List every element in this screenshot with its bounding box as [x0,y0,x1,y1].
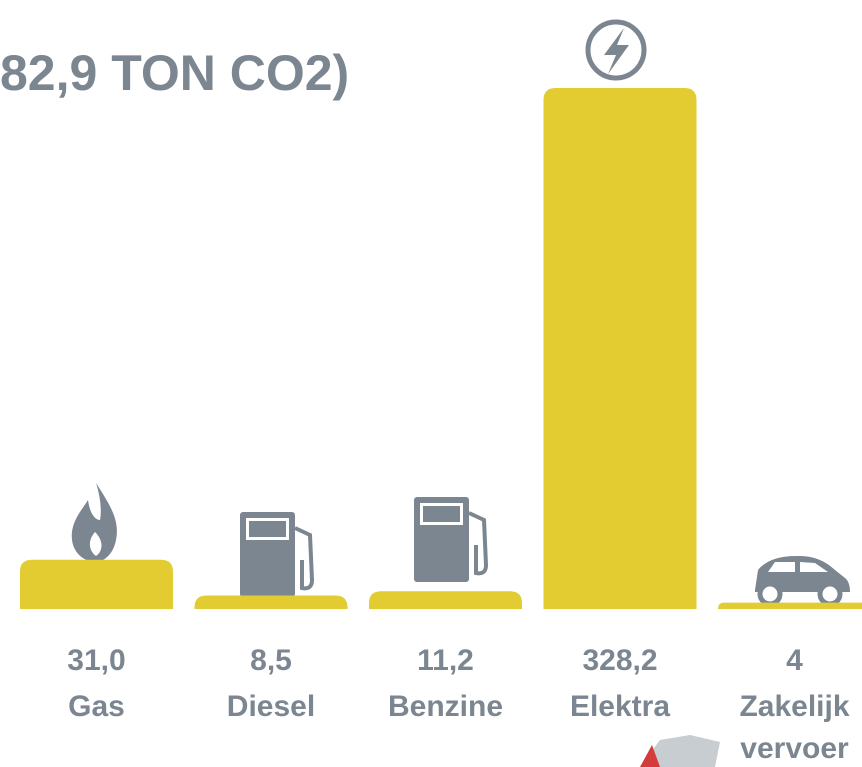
x-tick-label: Elektra [570,690,670,723]
bar [369,591,522,609]
x-tick-label: Gas [68,690,125,723]
decoration [640,735,720,767]
x-tick-label: Benzine [388,690,503,723]
bar [20,559,173,609]
elektra-icon [585,19,647,81]
chart-title: 82,9 TON CO2) [0,45,349,101]
value-label: 8,5 [250,644,292,677]
bar [543,88,697,609]
x-tick-label: Diesel [227,690,315,723]
x-tick-label: Zakelijk vervoer [739,690,849,765]
benzine-icon [414,497,489,582]
value-label: 31,0 [67,644,125,677]
value-label: 4 [786,644,803,677]
value-label: 328,2 [582,644,657,677]
value-label: 11,2 [417,644,474,677]
diesel-icon [240,512,315,597]
bar [194,595,348,609]
gas-icon [71,483,117,562]
car-icon [755,555,850,607]
bar [718,602,862,609]
